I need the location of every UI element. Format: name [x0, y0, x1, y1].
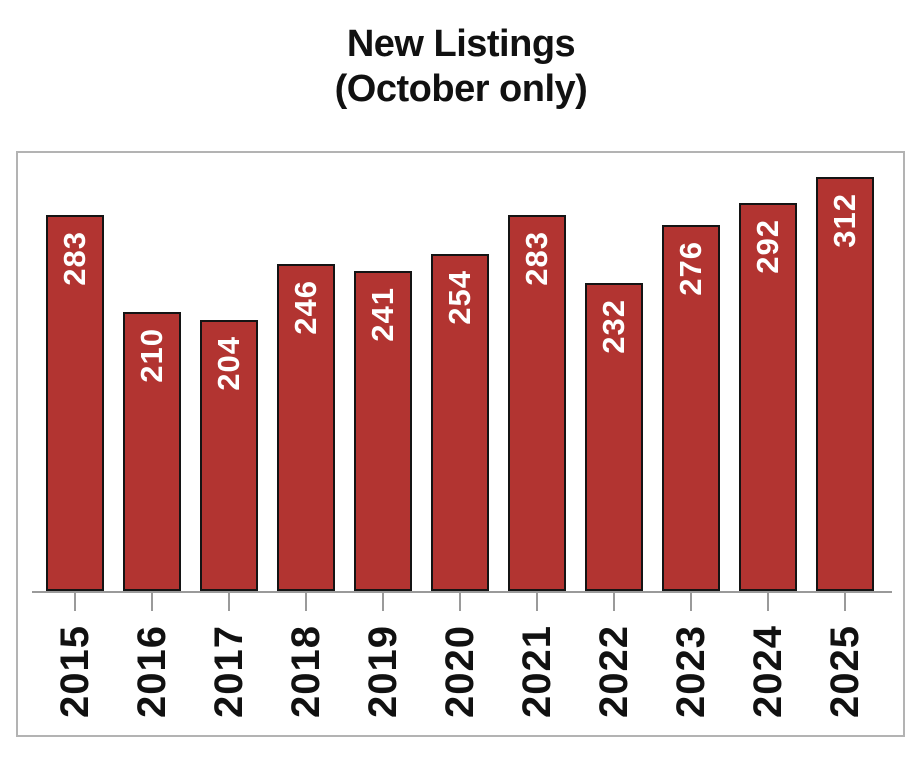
x-axis-label: 2019	[360, 625, 405, 718]
bar-value-label: 246	[288, 280, 323, 335]
x-axis-label: 2016	[129, 625, 174, 718]
x-axis-label: 2020	[437, 625, 482, 718]
x-axis-label: 2024	[745, 625, 790, 718]
bar-value-label: 241	[365, 287, 400, 342]
bar-value-label: 254	[442, 270, 477, 325]
bar-column: 254 2020	[431, 153, 489, 718]
bar-area: 283	[46, 153, 104, 591]
bar: 283	[46, 215, 104, 591]
bar: 232	[585, 283, 643, 591]
bar-area: 254	[431, 153, 489, 591]
axis-tick	[151, 593, 153, 611]
axis-tick	[382, 593, 384, 611]
bar-column: 312 2025	[816, 153, 874, 718]
axis-tick	[74, 593, 76, 611]
bar-area: 246	[277, 153, 335, 591]
bar: 204	[200, 320, 258, 591]
axis-tick	[459, 593, 461, 611]
bar-area: 204	[200, 153, 258, 591]
chart-title: New Listings (October only)	[0, 22, 922, 112]
x-axis-label: 2025	[822, 625, 867, 718]
bar-value-label: 210	[134, 328, 169, 383]
bar-value-label: 292	[750, 219, 785, 274]
axis-tick	[536, 593, 538, 611]
axis-tick	[767, 593, 769, 611]
plot-panel: 283 2015 210 2016 204 2017 246 2018 241 2019 254 20…	[16, 151, 905, 737]
bar-area: 292	[739, 153, 797, 591]
x-axis-label: 2021	[514, 625, 559, 718]
x-axis-label: 2015	[52, 625, 97, 718]
bar-value-label: 232	[596, 299, 631, 354]
bar: 276	[662, 225, 720, 591]
bar-area: 241	[354, 153, 412, 591]
bar-area: 312	[816, 153, 874, 591]
bar: 312	[816, 177, 874, 591]
axis-tick	[613, 593, 615, 611]
bars-container: 283 2015 210 2016 204 2017 246 2018 241 2019 254 20…	[46, 153, 874, 718]
chart-title-line1: New Listings	[346, 23, 576, 65]
bar-area: 276	[662, 153, 720, 591]
bar-value-label: 204	[211, 336, 246, 391]
bar: 210	[123, 312, 181, 591]
axis-tick	[305, 593, 307, 611]
bar-column: 241 2019	[354, 153, 412, 718]
bar: 246	[277, 264, 335, 591]
bar-column: 292 2024	[739, 153, 797, 718]
bar-column: 283 2021	[508, 153, 566, 718]
bar: 254	[431, 254, 489, 591]
bar-column: 246 2018	[277, 153, 335, 718]
axis-tick	[690, 593, 692, 611]
bar-column: 232 2022	[585, 153, 643, 718]
axis-tick	[228, 593, 230, 611]
bar-area: 283	[508, 153, 566, 591]
bar: 241	[354, 271, 412, 591]
bar-column: 210 2016	[123, 153, 181, 718]
bar-value-label: 312	[827, 193, 862, 248]
bar: 283	[508, 215, 566, 591]
bar-area: 210	[123, 153, 181, 591]
x-axis-line	[32, 591, 892, 593]
bar-value-label: 283	[57, 231, 92, 286]
x-axis-label: 2023	[668, 625, 713, 718]
bar-value-label: 276	[673, 241, 708, 296]
bar: 292	[739, 203, 797, 591]
chart-title-line2: (October only)	[334, 68, 588, 110]
bar-area: 232	[585, 153, 643, 591]
bar-value-label: 283	[519, 231, 554, 286]
axis-tick	[844, 593, 846, 611]
bar-column: 276 2023	[662, 153, 720, 718]
bar-column: 204 2017	[200, 153, 258, 718]
bar-column: 283 2015	[46, 153, 104, 718]
x-axis-label: 2018	[283, 625, 328, 718]
x-axis-label: 2022	[591, 625, 636, 718]
x-axis-label: 2017	[206, 625, 251, 718]
